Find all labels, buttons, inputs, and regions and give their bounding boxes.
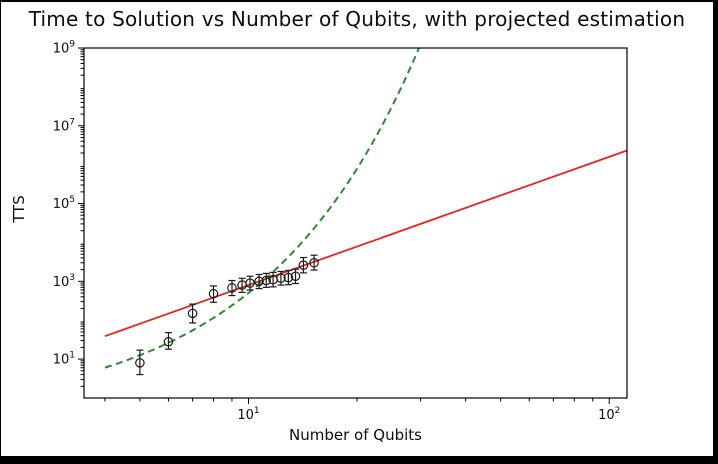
data-point bbox=[309, 254, 319, 271]
data-point bbox=[163, 332, 174, 350]
data-point bbox=[290, 268, 301, 285]
data-point bbox=[276, 270, 286, 286]
chart-title: Time to Solution vs Number of Qubits, wi… bbox=[28, 7, 686, 31]
data-point bbox=[237, 277, 247, 293]
axis-ticks bbox=[78, 47, 610, 404]
data-point bbox=[283, 269, 294, 286]
data-points bbox=[135, 254, 319, 376]
svg-text:107: 107 bbox=[53, 117, 75, 134]
tick-labels: 101 102 101 103 105 107 109 bbox=[53, 40, 621, 424]
plot-area: 101 102 101 103 105 107 109 bbox=[53, 40, 628, 424]
data-point bbox=[135, 349, 145, 376]
data-point bbox=[254, 273, 264, 290]
data-point bbox=[298, 256, 309, 274]
plot-border bbox=[83, 47, 628, 399]
data-point bbox=[227, 279, 237, 297]
svg-text:103: 103 bbox=[53, 273, 75, 290]
svg-text:101: 101 bbox=[237, 406, 259, 423]
data-point bbox=[208, 285, 219, 303]
data-point bbox=[261, 272, 272, 288]
power-law-fit-line bbox=[104, 149, 627, 338]
svg-text:102: 102 bbox=[598, 406, 620, 423]
data-point bbox=[245, 275, 255, 291]
svg-text:105: 105 bbox=[53, 195, 75, 212]
fit-lines bbox=[104, 48, 627, 369]
x-axis-label: Number of Qubits bbox=[289, 426, 422, 444]
data-point bbox=[187, 303, 198, 324]
exponential-projection-line bbox=[104, 48, 421, 369]
svg-text:109: 109 bbox=[53, 40, 76, 57]
svg-text:101: 101 bbox=[53, 351, 75, 368]
